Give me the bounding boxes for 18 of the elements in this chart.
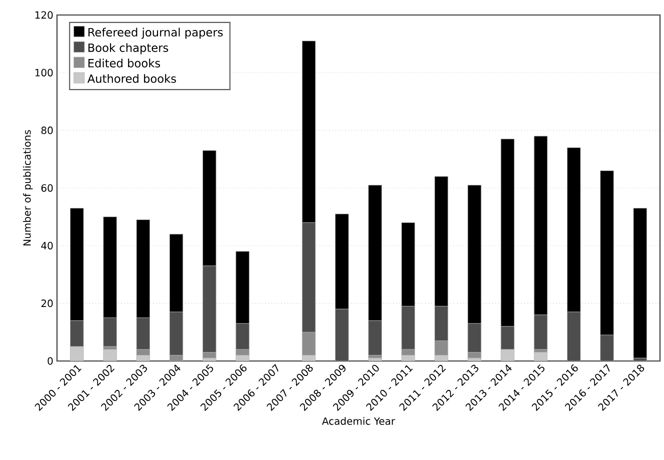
bar — [434, 340, 448, 356]
legend-label: Refereed journal papers — [88, 28, 223, 39]
y-tick-label: 120 — [35, 11, 53, 19]
y-tick-label: 100 — [35, 68, 53, 76]
x-axis-title: Academic Year — [322, 417, 396, 425]
legend-label: Authored books — [87, 74, 176, 83]
legend-label: Edited books — [88, 58, 160, 68]
y-tick-label: 80 — [41, 126, 53, 134]
bar — [468, 352, 482, 358]
y-tick-label: 40 — [41, 242, 53, 250]
y-axis-title: Number of publications — [23, 130, 33, 246]
y-tick-label: 20 — [41, 300, 53, 308]
bar — [302, 332, 316, 356]
bar — [633, 208, 647, 358]
legend-label: Book chapters — [88, 43, 168, 54]
y-tick-label: 0 — [48, 357, 53, 365]
y-tick-label: 60 — [41, 184, 53, 192]
bar — [202, 352, 216, 358]
